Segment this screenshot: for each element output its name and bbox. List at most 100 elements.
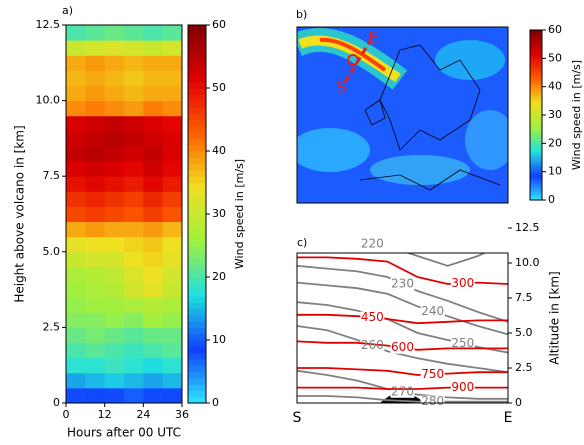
colorbar-tick-label: 10 [212, 333, 226, 346]
heatmap-cell [104, 100, 125, 117]
contour-label: 600 [391, 340, 414, 354]
contour-label-bg [450, 381, 475, 394]
section-start: S [336, 78, 346, 97]
heatmap-cell [85, 161, 106, 177]
y-tick-label: 5.0 [515, 326, 533, 339]
colorbar-cell [530, 86, 542, 91]
heatmap-cell [162, 297, 183, 313]
heatmap-cell [124, 85, 144, 102]
heatmap-cell [162, 342, 183, 359]
heatmap-cell [66, 357, 86, 374]
heatmap-cell [85, 282, 106, 298]
heatmap-cell [162, 251, 183, 268]
colorbar-cell [530, 75, 542, 79]
colorbar-cell [188, 25, 206, 32]
colorbar-cell [530, 61, 542, 65]
y-tick-label: 2.5 [515, 361, 533, 374]
heatmap-cell [143, 161, 164, 177]
colorbar-cell [530, 35, 542, 40]
heatmap-cell [124, 25, 144, 41]
colorbar-cell [530, 81, 542, 85]
heatmap-cell [162, 387, 183, 404]
contour-label-bg [420, 395, 445, 403]
heatmap-cell [104, 145, 125, 162]
heatmap-cell [143, 327, 164, 344]
colorbar-cell [188, 346, 206, 354]
heatmap-cell [104, 387, 125, 404]
heatmap-cell [85, 55, 106, 71]
colorbar-cell [188, 119, 206, 127]
heatmap-cell [124, 40, 144, 56]
heatmap-cell [66, 25, 86, 41]
heatmap-cell [124, 176, 144, 192]
colorbar-cell [530, 132, 542, 136]
colorbar-tick-label: 20 [548, 136, 562, 149]
colorbar-cell [530, 149, 542, 153]
heatmap-cell [162, 115, 183, 132]
heatmap-cell [124, 100, 144, 117]
colorbar-cell [530, 32, 542, 37]
contour-label-bg [420, 305, 445, 318]
contour-line [297, 313, 508, 325]
heatmap-cell [104, 25, 125, 41]
heatmap-cell [104, 282, 125, 298]
colorbar-cell [188, 377, 206, 385]
colorbar-cell [188, 50, 206, 58]
colorbar-cell [188, 270, 206, 278]
x-tick-label: 24 [136, 408, 150, 421]
heatmap-cell [85, 85, 106, 102]
colorbar-cell [188, 289, 206, 297]
axes-frame [296, 252, 509, 404]
heatmap-cell [66, 191, 86, 207]
x-tick-label: 36 [175, 408, 189, 421]
colorbar-cell [188, 308, 206, 316]
heatmap-cell [143, 85, 164, 102]
colorbar-cell [188, 113, 206, 121]
colorbar-cell [530, 185, 542, 190]
colorbar-cell [530, 166, 542, 170]
colorbar-cell [188, 151, 206, 158]
colorbar-cell [530, 66, 542, 71]
heatmap-cell [66, 297, 86, 313]
heatmap-cell [66, 251, 86, 268]
colorbar-cell [530, 41, 542, 45]
heatmap-cell [124, 161, 144, 177]
contour-label-bg [450, 277, 475, 290]
heatmap-cell [143, 206, 164, 223]
contour-label: 240 [421, 304, 444, 318]
heatmap-cell [85, 25, 106, 41]
heatmap-cell [104, 206, 125, 223]
heatmap-cell [143, 115, 164, 132]
contour-label: 750 [421, 367, 444, 381]
contours [297, 253, 508, 403]
colorbar-cell [530, 120, 542, 125]
heatmap-cell [162, 357, 183, 374]
colorbar-cell [188, 125, 206, 133]
heatmap-cell [85, 266, 106, 283]
heatmap-cell [104, 85, 125, 102]
colorbar-tick-label: 0 [212, 396, 219, 409]
colorbar-cell [530, 129, 542, 133]
colorbar-cell [188, 94, 206, 102]
colorbar-cell [188, 390, 206, 398]
heatmap-cell [66, 342, 86, 359]
heatmap-cell [85, 206, 106, 223]
colorbar-cell [188, 56, 206, 64]
colorbar-cell [188, 358, 206, 366]
heatmap-cell [162, 85, 183, 102]
colorbar-cell [188, 321, 206, 328]
contour-label: 220 [361, 237, 384, 251]
colorbar-cell [188, 232, 206, 240]
heatmap-cell [85, 327, 106, 344]
colorbar-cell [530, 44, 542, 48]
heatmap-cell [104, 372, 125, 389]
colorbar-cell [188, 277, 206, 284]
contour-line [405, 253, 487, 267]
contour-label-bg [420, 368, 445, 381]
heatmap-cell [143, 221, 164, 238]
colorbar-cell [188, 333, 206, 341]
heatmap-cell [143, 191, 164, 207]
contour-label-bg [390, 341, 415, 354]
x-tick-label: E [504, 410, 513, 426]
colorbar-cell [188, 132, 206, 139]
